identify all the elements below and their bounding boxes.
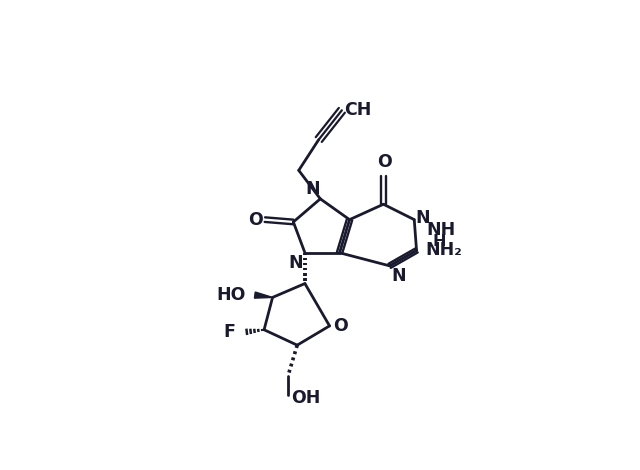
Polygon shape [255,292,273,298]
Text: O: O [333,317,348,335]
Text: CH: CH [344,101,372,118]
Text: HO: HO [216,286,246,304]
Text: N: N [305,180,319,198]
Text: F: F [224,323,236,341]
Text: N: N [289,254,303,272]
Text: OH: OH [291,389,321,407]
Text: H: H [433,234,446,249]
Text: N: N [416,209,431,227]
Text: O: O [378,153,392,171]
Text: NH: NH [427,221,456,239]
Text: N: N [391,267,406,285]
Text: NH₂: NH₂ [426,242,463,259]
Text: O: O [248,211,263,228]
